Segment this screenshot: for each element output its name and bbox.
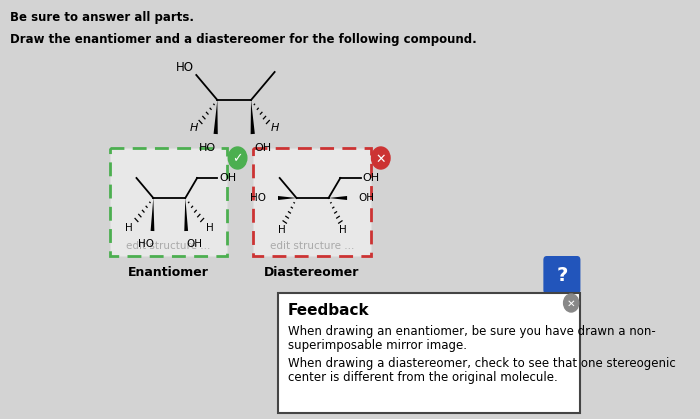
Text: Feedback: Feedback <box>288 303 370 318</box>
Text: OH: OH <box>219 173 236 183</box>
Circle shape <box>372 147 390 169</box>
Text: H: H <box>270 123 279 133</box>
Text: HO: HO <box>138 239 154 249</box>
Circle shape <box>228 147 247 169</box>
Text: OH: OH <box>187 239 202 249</box>
Text: H: H <box>190 123 198 133</box>
Text: Be sure to answer all parts.: Be sure to answer all parts. <box>10 11 194 24</box>
Text: OH: OH <box>362 173 379 183</box>
Text: When drawing an enantiomer, be sure you have drawn a non-: When drawing an enantiomer, be sure you … <box>288 324 656 337</box>
Polygon shape <box>328 196 347 200</box>
Text: HO: HO <box>199 143 216 153</box>
Text: Enantiomer: Enantiomer <box>128 266 209 279</box>
Polygon shape <box>545 290 562 302</box>
Circle shape <box>564 294 579 312</box>
Text: H: H <box>279 225 286 235</box>
Text: Draw the enantiomer and a diastereomer for the following compound.: Draw the enantiomer and a diastereomer f… <box>10 33 477 46</box>
Text: ✕: ✕ <box>375 153 386 166</box>
Polygon shape <box>150 198 155 231</box>
Text: When drawing a diastereomer, check to see that one stereogenic: When drawing a diastereomer, check to se… <box>288 357 676 370</box>
Text: ✕: ✕ <box>567 298 575 308</box>
Text: ✓: ✓ <box>232 153 243 166</box>
Text: H: H <box>206 223 214 233</box>
Text: Diastereomer: Diastereomer <box>264 266 359 279</box>
Text: HO: HO <box>250 193 266 203</box>
FancyBboxPatch shape <box>278 293 580 413</box>
Text: OH: OH <box>254 143 272 153</box>
Text: HO: HO <box>176 61 194 74</box>
Polygon shape <box>251 100 255 134</box>
FancyBboxPatch shape <box>253 148 371 256</box>
FancyBboxPatch shape <box>109 148 228 256</box>
Text: superimposable mirror image.: superimposable mirror image. <box>288 339 467 352</box>
Polygon shape <box>214 100 218 134</box>
FancyBboxPatch shape <box>543 256 580 294</box>
Text: edit structure ...: edit structure ... <box>270 241 354 251</box>
Text: H: H <box>125 223 133 233</box>
Polygon shape <box>184 198 188 231</box>
Text: H: H <box>339 225 346 235</box>
Text: ?: ? <box>556 266 568 285</box>
Text: OH: OH <box>359 193 375 203</box>
Text: center is different from the original molecule.: center is different from the original mo… <box>288 370 558 383</box>
Text: edit structure ...: edit structure ... <box>126 241 211 251</box>
Polygon shape <box>278 196 297 200</box>
